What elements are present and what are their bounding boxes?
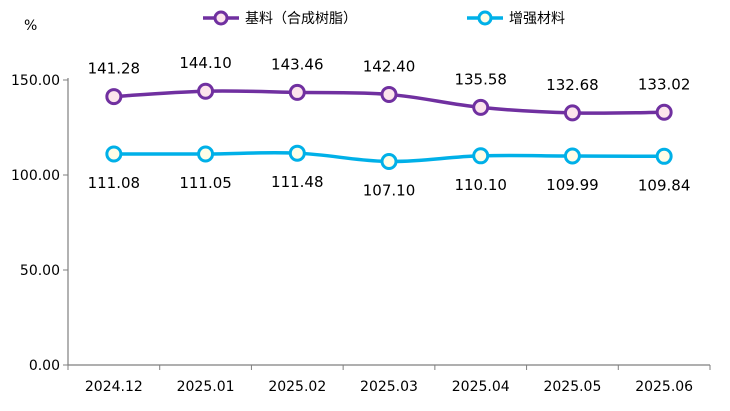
y-tick-label: 100.00: [11, 168, 60, 184]
series-1: 111.08 111.05 111.48 107.10 110.10 109.99 109.…: [88, 144, 691, 200]
legend-marker-swatch: [213, 10, 229, 26]
data-point[interactable]: [472, 98, 490, 116]
data-point[interactable]: [105, 145, 123, 163]
y-axis-label: %: [24, 18, 37, 34]
y-tick-label: 150.00: [11, 73, 60, 89]
data-point[interactable]: [288, 83, 306, 101]
legend-label: 基料（合成树脂）: [245, 10, 357, 27]
data-label: 142.40: [363, 57, 416, 75]
axes: 0.00 50.00 100.00 150.00 2024.12 2025.01 2025.…: [11, 73, 711, 395]
data-label: 132.68: [546, 76, 599, 94]
x-tick-label: 2024.12: [85, 379, 143, 395]
data-point[interactable]: [197, 145, 215, 163]
data-label: 144.10: [179, 54, 232, 72]
y-tick-label: 0.00: [29, 358, 60, 374]
data-label: 111.08: [88, 174, 141, 192]
x-tick-label: 2025.02: [268, 379, 326, 395]
data-point[interactable]: [472, 147, 490, 165]
x-tick-label: 2025.06: [635, 379, 693, 395]
data-label: 110.10: [454, 176, 507, 194]
x-tick-label: 2025.04: [452, 379, 510, 395]
data-point[interactable]: [563, 147, 581, 165]
data-label: 109.84: [638, 176, 691, 194]
x-tick-label: 2025.01: [177, 379, 235, 395]
x-tick-label: 2025.03: [360, 379, 418, 395]
data-point[interactable]: [105, 88, 123, 106]
data-point[interactable]: [563, 104, 581, 122]
legend[interactable]: 基料（合成树脂） 增强材料: [203, 10, 565, 27]
y-tick-label: 50.00: [20, 263, 60, 279]
data-point[interactable]: [288, 144, 306, 162]
legend-marker-swatch: [477, 10, 493, 26]
data-label: 133.02: [638, 75, 691, 93]
series-layer: 141.28 144.10 143.46 142.40 135.58 132.68 133.…: [88, 54, 691, 199]
data-label: 107.10: [363, 182, 416, 200]
data-label: 109.99: [546, 176, 599, 194]
data-point[interactable]: [380, 85, 398, 103]
data-point[interactable]: [197, 82, 215, 100]
legend-label: 增强材料: [509, 11, 565, 27]
data-point[interactable]: [655, 103, 673, 121]
legend-item-0[interactable]: 基料（合成树脂）: [203, 10, 357, 27]
data-label: 111.48: [271, 173, 324, 191]
data-label: 141.28: [88, 60, 141, 78]
data-point[interactable]: [380, 153, 398, 171]
series-0: 141.28 144.10 143.46 142.40 135.58 132.68 133.…: [88, 54, 691, 122]
data-point[interactable]: [655, 147, 673, 165]
data-label: 143.46: [271, 55, 324, 73]
legend-item-1[interactable]: 增强材料: [467, 10, 565, 27]
x-tick-label: 2025.05: [543, 379, 601, 395]
data-label: 111.05: [179, 174, 232, 192]
data-label: 135.58: [454, 70, 507, 88]
